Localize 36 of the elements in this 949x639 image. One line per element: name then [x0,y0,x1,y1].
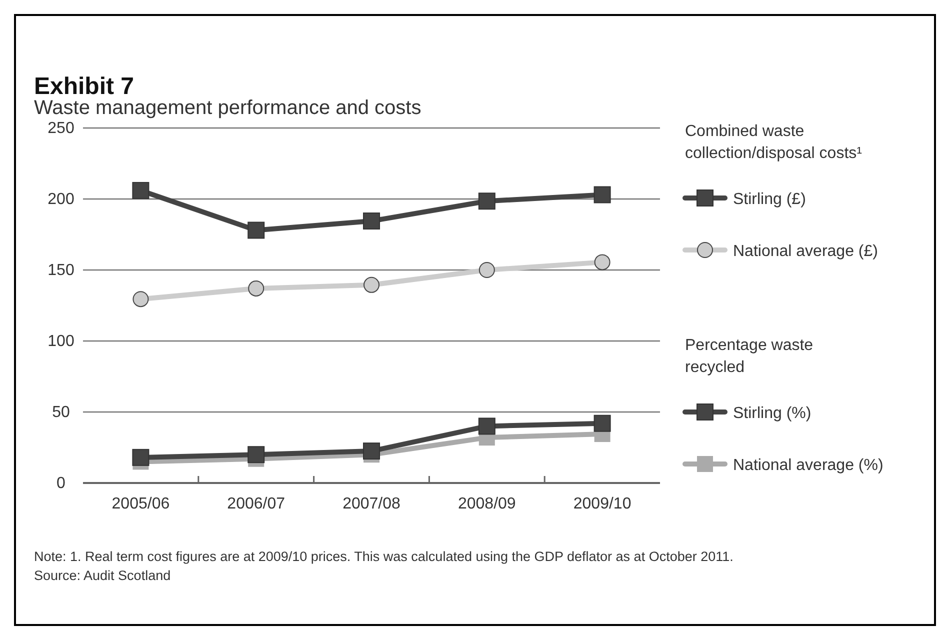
point [364,276,380,293]
x-tick-label: 2009/10 [573,495,632,512]
y-tick-label: 0 [56,475,66,492]
legend-label: Stirling (%) [733,405,812,422]
point [594,186,611,204]
text: Note: 1. Real term cost figures are at 2009/10 prices. This was calculated using the GDP deflator as at October 2011. [34,549,734,564]
point [478,192,496,210]
y-tick-label: 150 [48,262,74,280]
point [478,418,496,435]
point [132,448,150,466]
chart-subtitle: Waste management performance and costs [34,97,422,119]
point [594,414,611,432]
legend-label: National average (£) [733,243,878,260]
point [248,446,265,464]
y-tick-label: 50 [52,404,70,422]
x-tick-label: 2007/08 [342,495,401,512]
point [132,291,149,308]
y-tick-label: 200 [48,191,74,208]
point [132,182,150,199]
point [363,212,380,230]
legend-label: National average (%) [733,457,884,474]
text: Percentage waste recycled [685,337,814,376]
text: Combined waste collection/disposal costs¹ [685,123,862,162]
y-tick-label: 250 [48,120,74,138]
point [478,262,495,278]
source-note: Source: Audit Scotland [34,568,171,583]
point [248,222,265,239]
x-tick-label: 2006/07 [227,495,286,512]
chart-title: Exhibit 7 [34,73,134,100]
legend-label: Stirling (£) [733,191,806,208]
y-tick-label: 100 [48,333,74,350]
x-tick-label: 2005/06 [112,495,170,512]
x-tick-label: 2008/09 [458,495,516,512]
point [594,254,610,270]
point [363,442,380,460]
point [248,280,264,296]
